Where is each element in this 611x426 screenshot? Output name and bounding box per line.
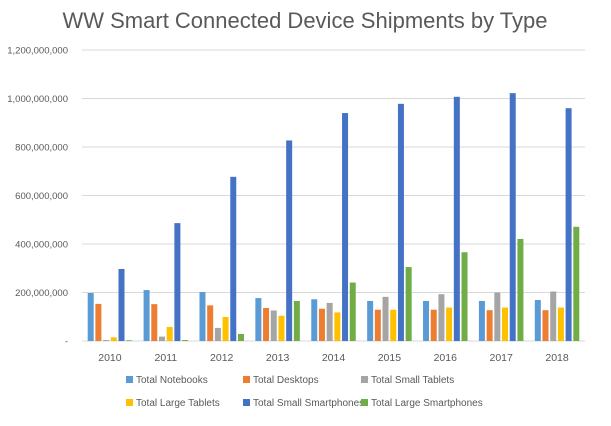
legend-swatch bbox=[126, 376, 133, 383]
bar-total-desktops-2016 bbox=[430, 309, 437, 341]
bar-total-large-smartphones-2015 bbox=[405, 267, 412, 341]
legend-swatch bbox=[361, 376, 368, 383]
bar-total-small-smartphones-2017 bbox=[509, 93, 516, 341]
y-tick-label: 400,000,000 bbox=[15, 240, 68, 251]
x-axis-tick-labels: 2010 2011 2012 2013 2014 2015 2016 2017 2018 bbox=[98, 352, 569, 364]
bar-total-notebooks-2012 bbox=[199, 292, 206, 341]
legend-label: Total Desktops bbox=[253, 375, 319, 386]
x-tick-label: 2012 bbox=[210, 352, 234, 364]
bar-total-large-smartphones-2012 bbox=[237, 333, 244, 341]
bar-total-large-smartphones-2011 bbox=[182, 340, 189, 341]
bar-total-large-tablets-2017 bbox=[502, 307, 509, 341]
bar-total-large-tablets-2015 bbox=[390, 309, 397, 341]
bar-total-notebooks-2017 bbox=[478, 300, 485, 341]
bar-total-small-smartphones-2012 bbox=[230, 176, 237, 341]
bar-total-desktops-2010 bbox=[95, 303, 102, 341]
bar-total-notebooks-2015 bbox=[367, 300, 374, 341]
bar-total-large-smartphones-2013 bbox=[293, 300, 300, 341]
legend-label: Total Large Smartphones bbox=[371, 398, 483, 409]
bar-total-desktops-2013 bbox=[263, 308, 270, 341]
bars bbox=[87, 93, 580, 342]
bar-total-notebooks-2013 bbox=[255, 298, 262, 341]
y-tick-label: 1,000,000,000 bbox=[7, 94, 68, 105]
bar-total-large-smartphones-2010 bbox=[126, 340, 133, 341]
bar-total-notebooks-2011 bbox=[143, 290, 150, 341]
bar-total-small-smartphones-2018 bbox=[565, 108, 572, 341]
x-tick-label: 2014 bbox=[322, 352, 346, 364]
bar-total-desktops-2012 bbox=[207, 305, 214, 341]
bar-total-large-smartphones-2018 bbox=[573, 226, 580, 341]
bar-total-large-tablets-2011 bbox=[166, 326, 173, 341]
legend-label: Total Notebooks bbox=[136, 375, 208, 386]
y-tick-label: 1,200,000,000 bbox=[7, 46, 68, 57]
bar-total-desktops-2017 bbox=[486, 310, 493, 341]
bar-total-desktops-2011 bbox=[151, 304, 158, 341]
x-tick-label: 2018 bbox=[545, 352, 569, 364]
bar-total-small-tablets-2011 bbox=[158, 336, 165, 341]
bar-total-small-tablets-2017 bbox=[494, 292, 501, 341]
legend-label: Total Large Tablets bbox=[136, 398, 220, 409]
y-tick-label: - bbox=[65, 337, 68, 348]
bar-total-small-tablets-2010 bbox=[103, 340, 110, 341]
bar-total-small-tablets-2016 bbox=[438, 294, 445, 341]
x-tick-label: 2015 bbox=[378, 352, 402, 364]
legend-item: Total Notebooks bbox=[126, 375, 208, 386]
chart-title: WW Smart Connected Device Shipments by T… bbox=[62, 8, 547, 33]
y-tick-label: 800,000,000 bbox=[15, 143, 68, 154]
legend: Total Notebooks Total Desktops Total Small… bbox=[126, 375, 483, 409]
legend-swatch bbox=[126, 399, 133, 406]
bar-total-large-tablets-2014 bbox=[334, 312, 341, 341]
bar-total-large-tablets-2018 bbox=[557, 307, 564, 341]
gridlines bbox=[82, 49, 585, 342]
bar-total-large-tablets-2016 bbox=[446, 307, 453, 341]
x-tick-label: 2016 bbox=[434, 352, 458, 364]
legend-item: Total Small Tablets bbox=[361, 375, 454, 386]
legend-label: Total Small Smartphones bbox=[253, 398, 364, 409]
y-axis-tick-labels: - 200,000,000 400,000,000 600,000,000 800,00… bbox=[7, 46, 68, 348]
bar-total-notebooks-2010 bbox=[87, 292, 94, 341]
bar-total-large-smartphones-2017 bbox=[517, 238, 524, 341]
bar-total-small-smartphones-2011 bbox=[174, 223, 181, 341]
bar-total-small-tablets-2014 bbox=[326, 302, 333, 341]
y-tick-label: 600,000,000 bbox=[15, 191, 68, 202]
legend-swatch bbox=[243, 376, 250, 383]
legend-label: Total Small Tablets bbox=[371, 375, 454, 386]
bar-total-large-tablets-2012 bbox=[222, 316, 229, 341]
legend-item: Total Large Smartphones bbox=[361, 398, 483, 409]
bar-total-small-smartphones-2014 bbox=[342, 113, 349, 341]
legend-swatch bbox=[243, 399, 250, 406]
x-tick-label: 2010 bbox=[98, 352, 122, 364]
bar-total-small-smartphones-2015 bbox=[397, 103, 404, 342]
bar-total-desktops-2018 bbox=[542, 310, 549, 341]
legend-item: Total Desktops bbox=[243, 375, 319, 386]
bar-total-large-tablets-2010 bbox=[110, 337, 117, 341]
bar-total-small-smartphones-2016 bbox=[453, 96, 460, 342]
bar-total-desktops-2015 bbox=[374, 309, 381, 341]
bar-total-large-tablets-2013 bbox=[278, 315, 285, 341]
x-tick-label: 2013 bbox=[266, 352, 290, 364]
bar-total-large-smartphones-2016 bbox=[461, 252, 468, 341]
bar-total-small-smartphones-2010 bbox=[118, 268, 125, 341]
bar-total-notebooks-2018 bbox=[534, 300, 541, 341]
bar-total-notebooks-2014 bbox=[311, 299, 318, 341]
bar-total-notebooks-2016 bbox=[423, 300, 430, 341]
x-tick-label: 2017 bbox=[489, 352, 513, 364]
bar-total-small-tablets-2015 bbox=[382, 296, 389, 341]
bar-total-small-tablets-2018 bbox=[550, 291, 557, 341]
x-tick-label: 2011 bbox=[155, 352, 178, 364]
legend-item: Total Large Tablets bbox=[126, 398, 220, 409]
bar-total-large-smartphones-2014 bbox=[349, 282, 356, 341]
legend-item: Total Small Smartphones bbox=[243, 398, 364, 409]
bar-total-desktops-2014 bbox=[318, 308, 325, 341]
y-tick-label: 200,000,000 bbox=[15, 288, 68, 299]
bar-total-small-tablets-2013 bbox=[270, 310, 277, 341]
bar-total-small-tablets-2012 bbox=[214, 327, 221, 341]
bar-total-small-smartphones-2013 bbox=[286, 140, 293, 341]
legend-swatch bbox=[361, 399, 368, 406]
